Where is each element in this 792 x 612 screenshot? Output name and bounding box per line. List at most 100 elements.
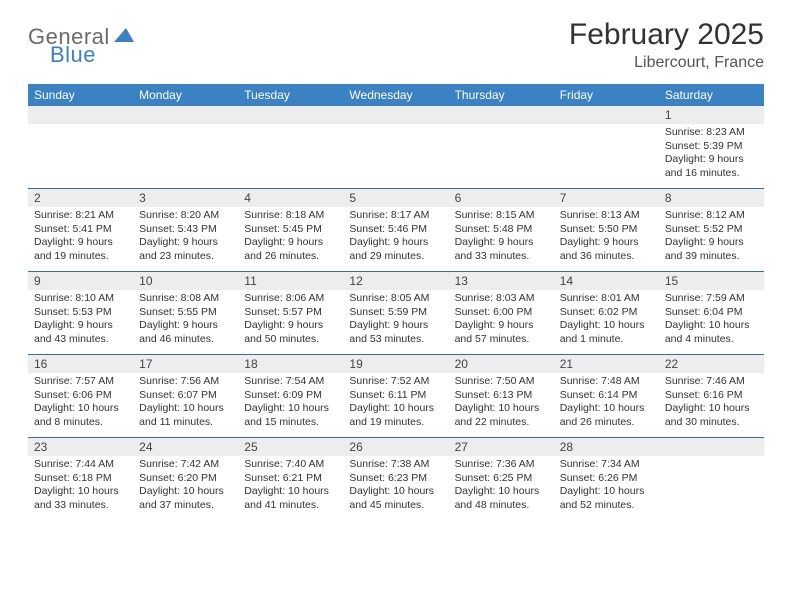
day-details: Sunrise: 7:46 AMSunset: 6:16 PMDaylight:… <box>659 373 764 434</box>
weekday-thursday: Thursday <box>449 84 554 106</box>
weekday-friday: Friday <box>554 84 659 106</box>
day-number: 24 <box>133 438 238 456</box>
day-cell: 23Sunrise: 7:44 AMSunset: 6:18 PMDayligh… <box>28 438 133 520</box>
day-cell: 1Sunrise: 8:23 AMSunset: 5:39 PMDaylight… <box>659 106 764 188</box>
day-number: 7 <box>554 189 659 207</box>
day-cell: 3Sunrise: 8:20 AMSunset: 5:43 PMDaylight… <box>133 189 238 271</box>
week-row: 2Sunrise: 8:21 AMSunset: 5:41 PMDaylight… <box>28 189 764 272</box>
day-number <box>343 106 448 124</box>
day-cell: 14Sunrise: 8:01 AMSunset: 6:02 PMDayligh… <box>554 272 659 354</box>
day-cell: 19Sunrise: 7:52 AMSunset: 6:11 PMDayligh… <box>343 355 448 437</box>
day-number: 21 <box>554 355 659 373</box>
weekday-monday: Monday <box>133 84 238 106</box>
day-cell: 16Sunrise: 7:57 AMSunset: 6:06 PMDayligh… <box>28 355 133 437</box>
day-number: 10 <box>133 272 238 290</box>
day-cell: 13Sunrise: 8:03 AMSunset: 6:00 PMDayligh… <box>449 272 554 354</box>
day-cell: 28Sunrise: 7:34 AMSunset: 6:26 PMDayligh… <box>554 438 659 520</box>
calendar: SundayMondayTuesdayWednesdayThursdayFrid… <box>28 84 764 520</box>
weekday-header-row: SundayMondayTuesdayWednesdayThursdayFrid… <box>28 84 764 106</box>
day-number: 13 <box>449 272 554 290</box>
day-cell: 12Sunrise: 8:05 AMSunset: 5:59 PMDayligh… <box>343 272 448 354</box>
day-cell: 20Sunrise: 7:50 AMSunset: 6:13 PMDayligh… <box>449 355 554 437</box>
logo-text-blue-wrap: Blue <box>50 42 96 68</box>
empty-cell <box>28 106 133 188</box>
day-details: Sunrise: 7:56 AMSunset: 6:07 PMDaylight:… <box>133 373 238 434</box>
day-number: 12 <box>343 272 448 290</box>
day-details: Sunrise: 8:13 AMSunset: 5:50 PMDaylight:… <box>554 207 659 268</box>
day-details: Sunrise: 8:17 AMSunset: 5:46 PMDaylight:… <box>343 207 448 268</box>
day-number: 27 <box>449 438 554 456</box>
day-details: Sunrise: 7:34 AMSunset: 6:26 PMDaylight:… <box>554 456 659 517</box>
weekday-saturday: Saturday <box>659 84 764 106</box>
location: Libercourt, France <box>569 54 764 72</box>
day-number: 18 <box>238 355 343 373</box>
empty-cell <box>659 438 764 520</box>
weekday-tuesday: Tuesday <box>238 84 343 106</box>
day-number: 11 <box>238 272 343 290</box>
day-details: Sunrise: 7:59 AMSunset: 6:04 PMDaylight:… <box>659 290 764 351</box>
weekday-sunday: Sunday <box>28 84 133 106</box>
weekday-wednesday: Wednesday <box>343 84 448 106</box>
week-row: 1Sunrise: 8:23 AMSunset: 5:39 PMDaylight… <box>28 106 764 189</box>
day-cell: 27Sunrise: 7:36 AMSunset: 6:25 PMDayligh… <box>449 438 554 520</box>
day-details: Sunrise: 7:36 AMSunset: 6:25 PMDaylight:… <box>449 456 554 517</box>
day-details: Sunrise: 8:18 AMSunset: 5:45 PMDaylight:… <box>238 207 343 268</box>
day-details: Sunrise: 8:10 AMSunset: 5:53 PMDaylight:… <box>28 290 133 351</box>
day-number: 17 <box>133 355 238 373</box>
day-details: Sunrise: 7:42 AMSunset: 6:20 PMDaylight:… <box>133 456 238 517</box>
day-number: 14 <box>554 272 659 290</box>
day-cell: 15Sunrise: 7:59 AMSunset: 6:04 PMDayligh… <box>659 272 764 354</box>
day-number: 2 <box>28 189 133 207</box>
empty-cell <box>554 106 659 188</box>
day-details: Sunrise: 8:01 AMSunset: 6:02 PMDaylight:… <box>554 290 659 351</box>
day-cell: 25Sunrise: 7:40 AMSunset: 6:21 PMDayligh… <box>238 438 343 520</box>
day-details: Sunrise: 7:57 AMSunset: 6:06 PMDaylight:… <box>28 373 133 434</box>
day-details: Sunrise: 8:21 AMSunset: 5:41 PMDaylight:… <box>28 207 133 268</box>
day-cell: 22Sunrise: 7:46 AMSunset: 6:16 PMDayligh… <box>659 355 764 437</box>
day-cell: 21Sunrise: 7:48 AMSunset: 6:14 PMDayligh… <box>554 355 659 437</box>
day-details: Sunrise: 8:06 AMSunset: 5:57 PMDaylight:… <box>238 290 343 351</box>
week-row: 9Sunrise: 8:10 AMSunset: 5:53 PMDaylight… <box>28 272 764 355</box>
day-cell: 8Sunrise: 8:12 AMSunset: 5:52 PMDaylight… <box>659 189 764 271</box>
day-cell: 11Sunrise: 8:06 AMSunset: 5:57 PMDayligh… <box>238 272 343 354</box>
day-number <box>28 106 133 124</box>
title-block: February 2025 Libercourt, France <box>569 18 764 72</box>
day-number: 19 <box>343 355 448 373</box>
month-title: February 2025 <box>569 18 764 52</box>
empty-cell <box>343 106 448 188</box>
day-number: 26 <box>343 438 448 456</box>
empty-cell <box>449 106 554 188</box>
week-row: 16Sunrise: 7:57 AMSunset: 6:06 PMDayligh… <box>28 355 764 438</box>
logo-triangle-icon <box>114 28 134 47</box>
day-cell: 9Sunrise: 8:10 AMSunset: 5:53 PMDaylight… <box>28 272 133 354</box>
day-number: 16 <box>28 355 133 373</box>
day-cell: 26Sunrise: 7:38 AMSunset: 6:23 PMDayligh… <box>343 438 448 520</box>
day-cell: 7Sunrise: 8:13 AMSunset: 5:50 PMDaylight… <box>554 189 659 271</box>
day-cell: 10Sunrise: 8:08 AMSunset: 5:55 PMDayligh… <box>133 272 238 354</box>
day-cell: 18Sunrise: 7:54 AMSunset: 6:09 PMDayligh… <box>238 355 343 437</box>
day-number: 1 <box>659 106 764 124</box>
day-cell: 24Sunrise: 7:42 AMSunset: 6:20 PMDayligh… <box>133 438 238 520</box>
day-number: 4 <box>238 189 343 207</box>
day-number: 20 <box>449 355 554 373</box>
day-details: Sunrise: 8:08 AMSunset: 5:55 PMDaylight:… <box>133 290 238 351</box>
day-number <box>659 438 764 456</box>
day-details: Sunrise: 8:12 AMSunset: 5:52 PMDaylight:… <box>659 207 764 268</box>
day-cell: 6Sunrise: 8:15 AMSunset: 5:48 PMDaylight… <box>449 189 554 271</box>
day-details: Sunrise: 7:50 AMSunset: 6:13 PMDaylight:… <box>449 373 554 434</box>
day-number: 15 <box>659 272 764 290</box>
day-details: Sunrise: 7:54 AMSunset: 6:09 PMDaylight:… <box>238 373 343 434</box>
day-details: Sunrise: 8:20 AMSunset: 5:43 PMDaylight:… <box>133 207 238 268</box>
day-cell: 17Sunrise: 7:56 AMSunset: 6:07 PMDayligh… <box>133 355 238 437</box>
day-number <box>449 106 554 124</box>
day-number: 23 <box>28 438 133 456</box>
week-row: 23Sunrise: 7:44 AMSunset: 6:18 PMDayligh… <box>28 438 764 520</box>
day-details: Sunrise: 7:48 AMSunset: 6:14 PMDaylight:… <box>554 373 659 434</box>
empty-cell <box>133 106 238 188</box>
day-details: Sunrise: 7:44 AMSunset: 6:18 PMDaylight:… <box>28 456 133 517</box>
day-details: Sunrise: 8:05 AMSunset: 5:59 PMDaylight:… <box>343 290 448 351</box>
day-cell: 2Sunrise: 8:21 AMSunset: 5:41 PMDaylight… <box>28 189 133 271</box>
day-number: 25 <box>238 438 343 456</box>
day-details: Sunrise: 7:52 AMSunset: 6:11 PMDaylight:… <box>343 373 448 434</box>
day-number <box>554 106 659 124</box>
